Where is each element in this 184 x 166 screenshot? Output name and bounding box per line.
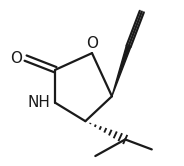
- Text: NH: NH: [28, 95, 50, 110]
- Text: O: O: [10, 51, 22, 66]
- Polygon shape: [112, 46, 131, 96]
- Text: O: O: [86, 37, 98, 51]
